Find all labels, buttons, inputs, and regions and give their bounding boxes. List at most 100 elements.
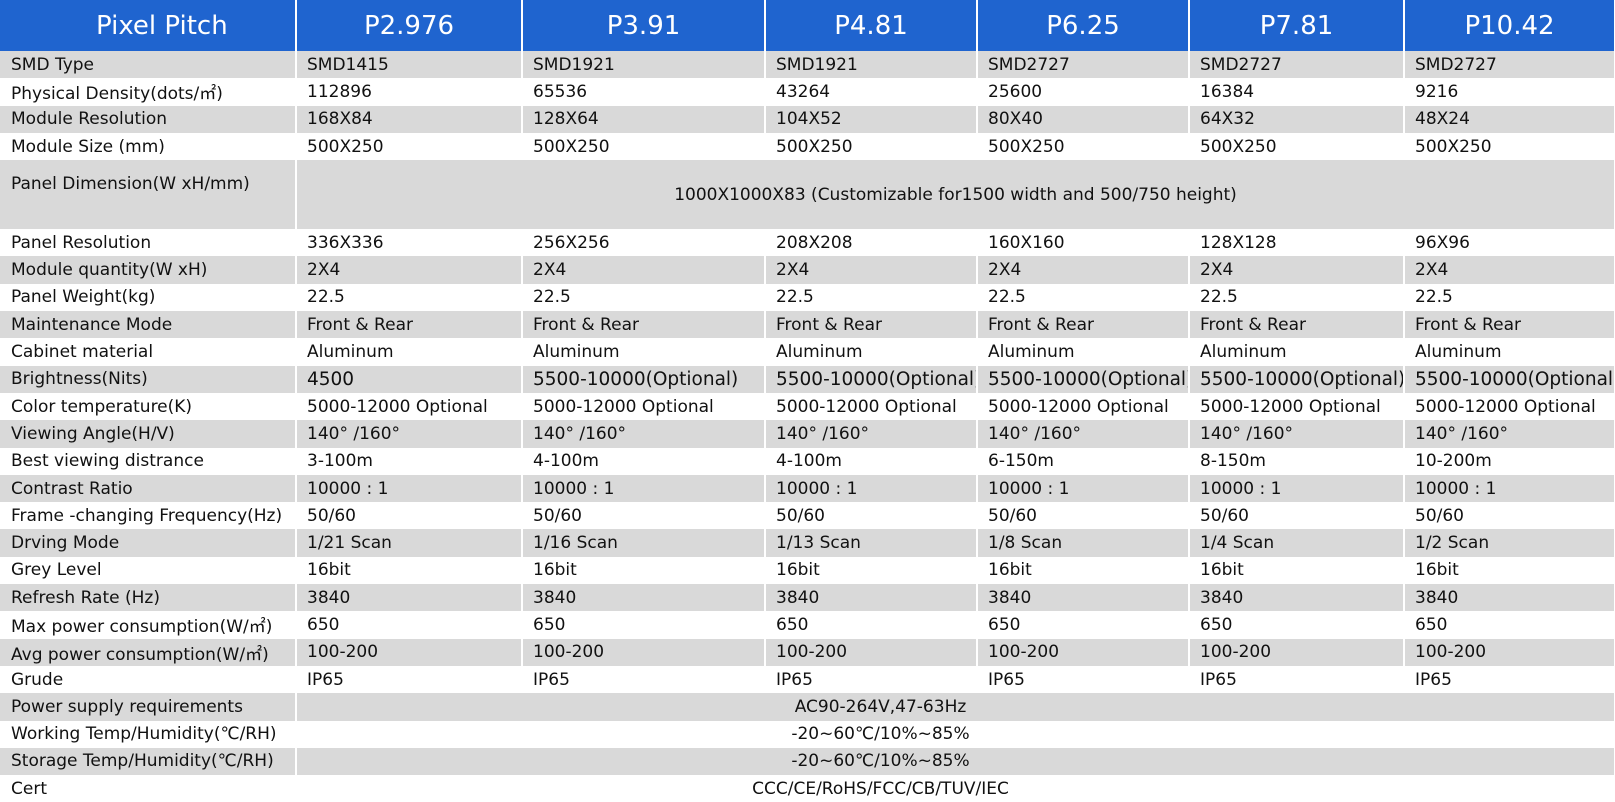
- cell-value: IP65: [977, 665, 1190, 694]
- table-row: Brightness(Nits) 4500 5500-10000(Optional)…: [0, 365, 1615, 393]
- row-label: Brightness(Nits): [0, 365, 297, 393]
- cell-value: 140° /160°: [1404, 420, 1615, 448]
- cell-value: 650: [1404, 611, 1615, 639]
- cell-value: Front & Rear: [1404, 311, 1615, 339]
- cell-value: 2X4: [1404, 256, 1615, 284]
- row-label: Physical Density(dots/㎡): [0, 78, 297, 106]
- cell-value: SMD1921: [765, 51, 978, 79]
- cell-value: IP65: [1404, 665, 1615, 694]
- cell-value: 48X24: [1404, 105, 1615, 133]
- cell-value: 16bit: [296, 556, 523, 585]
- table-row: Viewing Angle(H/V) 140° /160° 140° /160° 14…: [0, 420, 1615, 448]
- row-label: Working Temp/Humidity(℃/RH): [0, 720, 297, 748]
- cell-value: 112896: [296, 78, 523, 106]
- cell-value: 650: [765, 611, 978, 639]
- cell-value: 140° /160°: [522, 420, 766, 448]
- row-label: Power supply requirements: [0, 693, 297, 721]
- cell-value: Front & Rear: [522, 311, 766, 339]
- cell-value: 16bit: [765, 556, 978, 585]
- header-col-p1042: P10.42: [1404, 0, 1615, 51]
- table-row: Module Resolution 168X84 128X64 104X52 80X40…: [0, 105, 1615, 133]
- table-row: Grey Level 16bit 16bit 16bit 16bit 16bit 16bit: [0, 556, 1615, 585]
- cell-value: 2X4: [1189, 256, 1405, 284]
- cell-value: 5500-10000(Optional): [522, 365, 766, 393]
- spanned-value: -20~60℃/10%~85%: [296, 747, 1615, 776]
- table-row: Max power consumption(W/㎡) 650 650 650 650 65…: [0, 611, 1615, 639]
- row-label: Maintenance Mode: [0, 311, 297, 339]
- cell-value: 140° /160°: [977, 420, 1190, 448]
- row-label: Module quantity(W xH): [0, 256, 297, 284]
- table-row: Drving Mode 1/21 Scan 1/16 Scan 1/13 Scan 1/…: [0, 529, 1615, 557]
- cell-value: 16bit: [1189, 556, 1405, 585]
- row-label: Module Resolution: [0, 105, 297, 133]
- row-label: Avg power consumption(W/㎡): [0, 638, 297, 666]
- table-row: Refresh Rate (Hz) 3840 3840 3840 3840 3840 384…: [0, 584, 1615, 612]
- cell-value: SMD2727: [1404, 51, 1615, 79]
- row-label: Drving Mode: [0, 529, 297, 557]
- header-row: Pixel Pitch P2.976 P3.91 P4.81 P6.25 P7.…: [0, 0, 1615, 51]
- cell-value: SMD1415: [296, 51, 523, 79]
- row-label: Cert: [0, 775, 297, 802]
- cell-value: IP65: [522, 665, 766, 694]
- cell-value: 128X64: [522, 105, 766, 133]
- cell-value: 25600: [977, 78, 1190, 106]
- table-row: SMD Type SMD1415 SMD1921 SMD1921 SMD2727 SMD2…: [0, 51, 1615, 79]
- cell-value: IP65: [296, 665, 523, 694]
- table-row: Panel Resolution 336X336 256X256 208X208 160…: [0, 229, 1615, 257]
- cell-value: Aluminum: [1189, 338, 1405, 366]
- row-label: Color temperature(K): [0, 392, 297, 421]
- cell-value: 10-200m: [1404, 447, 1615, 475]
- cell-value: Front & Rear: [765, 311, 978, 339]
- cell-value: 336X336: [296, 229, 523, 257]
- cell-value: Front & Rear: [977, 311, 1190, 339]
- table-row: Cabinet material Aluminum Aluminum Aluminum…: [0, 338, 1615, 366]
- cell-value: 50/60: [1189, 502, 1405, 530]
- cell-value: 5500-10000(Optional): [765, 365, 978, 393]
- cell-value: 4-100m: [522, 447, 766, 475]
- row-label: Panel Resolution: [0, 229, 297, 257]
- cell-value: Aluminum: [765, 338, 978, 366]
- cell-value: 10000 : 1: [1189, 474, 1405, 503]
- cell-value: Aluminum: [977, 338, 1190, 366]
- cell-value: 10000 : 1: [522, 474, 766, 503]
- cell-value: 104X52: [765, 105, 978, 133]
- cell-value: 140° /160°: [1189, 420, 1405, 448]
- table-row: Panel Weight(kg) 22.5 22.5 22.5 22.5 22.5 22.5: [0, 283, 1615, 312]
- cell-value: 3840: [1404, 584, 1615, 612]
- cell-value: 100-200: [522, 638, 766, 666]
- cell-value: 100-200: [296, 638, 523, 666]
- cell-value: 50/60: [765, 502, 978, 530]
- table-row: Storage Temp/Humidity(℃/RH) -20~60℃/10%~8…: [0, 747, 1615, 776]
- cell-value: 1/16 Scan: [522, 529, 766, 557]
- cell-value: 2X4: [765, 256, 978, 284]
- cell-value: 500X250: [296, 132, 523, 161]
- table-row: Panel Dimension(W xH/mm) 1000X1000X83 (Cu…: [0, 160, 1615, 230]
- cell-value: 50/60: [977, 502, 1190, 530]
- cell-value: Aluminum: [296, 338, 523, 366]
- table-row: Avg power consumption(W/㎡) 100-200 100-200…: [0, 638, 1615, 666]
- cell-value: 10000 : 1: [977, 474, 1190, 503]
- table-row: Maintenance Mode Front & Rear Front & Rear…: [0, 311, 1615, 339]
- cell-value: 1/21 Scan: [296, 529, 523, 557]
- cell-value: 50/60: [522, 502, 766, 530]
- cell-value: 650: [1189, 611, 1405, 639]
- row-label: Grey Level: [0, 556, 297, 585]
- row-label: Contrast Ratio: [0, 474, 297, 503]
- cell-value: 5000-12000 Optional: [765, 392, 978, 421]
- cell-value: 5000-12000 Optional: [1189, 392, 1405, 421]
- cell-value: 168X84: [296, 105, 523, 133]
- cell-value: 5500-10000(Optional): [1404, 365, 1615, 393]
- cell-value: 500X250: [977, 132, 1190, 161]
- spanned-value: CCC/CE/RoHS/FCC/CB/TUV/IEC: [296, 775, 1615, 802]
- cell-value: 8-150m: [1189, 447, 1405, 475]
- cell-value: 22.5: [1404, 283, 1615, 312]
- table-row: Module Size (mm) 500X250 500X250 500X250 500…: [0, 132, 1615, 161]
- cell-value: Aluminum: [522, 338, 766, 366]
- table-row: Physical Density(dots/㎡) 112896 65536 43264…: [0, 78, 1615, 106]
- cell-value: SMD2727: [1189, 51, 1405, 79]
- cell-value: 5000-12000 Optional: [522, 392, 766, 421]
- spanned-value: 1000X1000X83 (Customizable for1500 width…: [296, 160, 1615, 230]
- cell-value: 96X96: [1404, 229, 1615, 257]
- table-row: Best viewing distrance 3-100m 4-100m 4-100m…: [0, 447, 1615, 475]
